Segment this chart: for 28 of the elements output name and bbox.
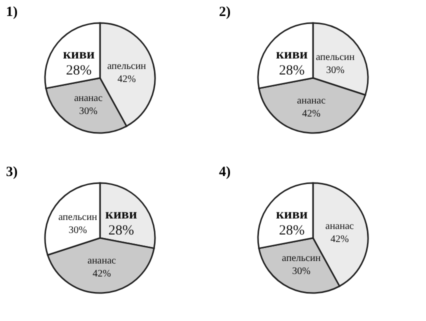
chart-title: 2) <box>219 5 231 20</box>
data-label: 30% <box>326 64 344 76</box>
chart-title: 1) <box>6 5 18 20</box>
slice-label: киви <box>105 207 138 222</box>
chart-title: 3) <box>6 165 18 180</box>
data-label: 42% <box>117 74 136 86</box>
data-label: 42% <box>330 234 349 246</box>
data-label: 28% <box>278 63 305 78</box>
data-label: 28% <box>278 223 305 238</box>
slice-label: апельсин <box>316 52 356 63</box>
data-label: 30% <box>79 106 98 117</box>
data-label: 42% <box>92 268 111 280</box>
chart-title: 4) <box>219 165 231 180</box>
slice-label: киви <box>62 47 95 62</box>
slice-label: киви <box>276 207 308 222</box>
slice-label: ананас <box>325 221 354 232</box>
data-label: 42% <box>302 108 320 120</box>
data-label: 28% <box>108 223 134 238</box>
slice-label: апельсин <box>282 252 322 264</box>
data-label: 30% <box>292 266 310 277</box>
slice-label: ананас <box>74 92 104 104</box>
data-label: 28% <box>66 63 92 78</box>
slice-label: ананас <box>87 255 117 266</box>
slice-label: апельсин <box>107 61 147 72</box>
data-label: 30% <box>68 224 87 236</box>
slice-label: ананас <box>297 95 326 106</box>
slice-label: апельсин <box>58 212 98 223</box>
slice-label: киви <box>276 47 308 62</box>
